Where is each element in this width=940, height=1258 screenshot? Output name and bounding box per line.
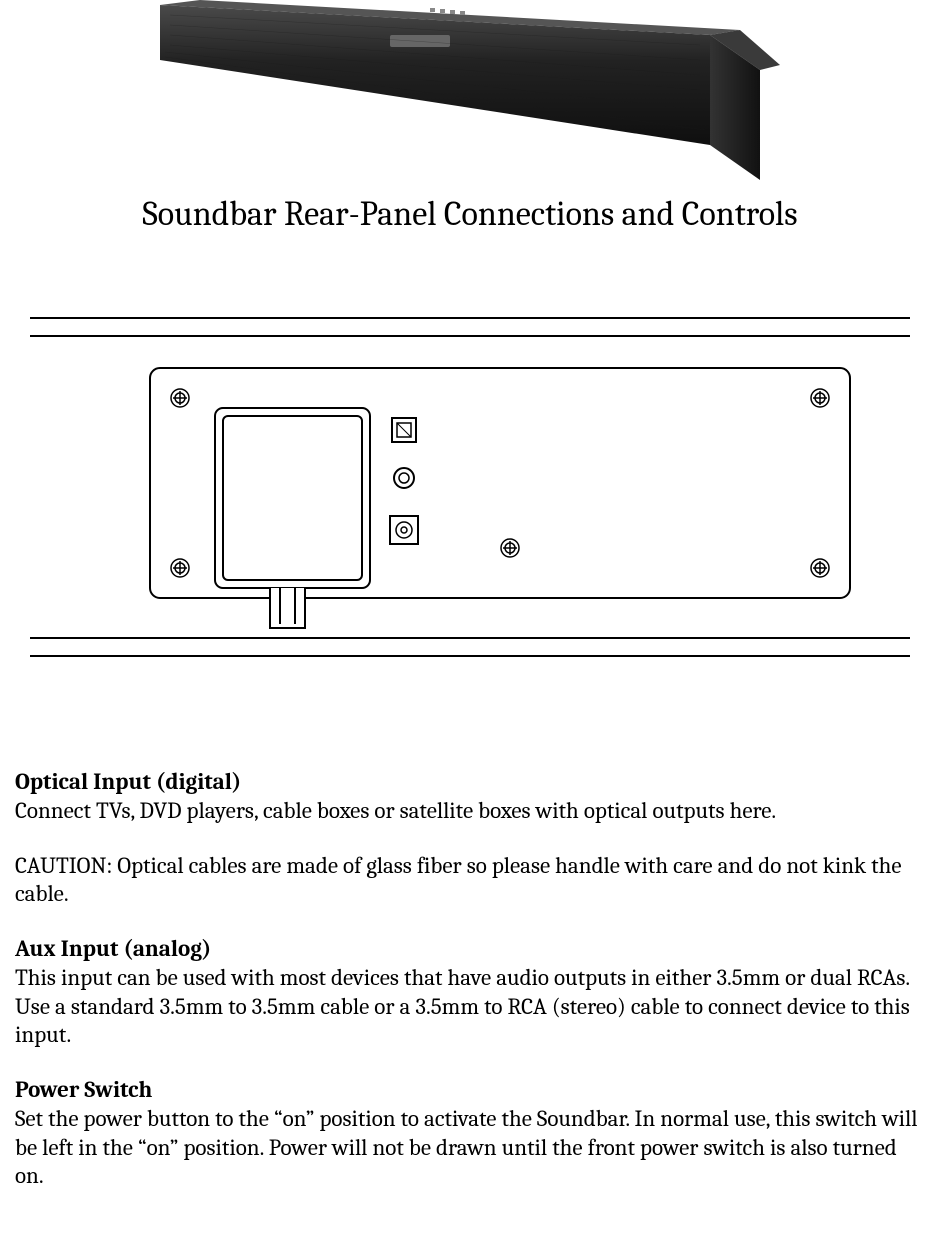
soundbar-product-image bbox=[150, 0, 790, 190]
power-switch-body: Set the power button to the “on” positio… bbox=[15, 1105, 925, 1191]
optical-input-heading: Optical Input (digital) bbox=[15, 768, 925, 797]
optical-input-body: Connect TVs, DVD players, cable boxes or… bbox=[15, 797, 925, 826]
rear-panel-diagram bbox=[30, 248, 910, 728]
aux-input-heading: Aux Input (analog) bbox=[15, 935, 925, 964]
power-switch-heading: Power Switch bbox=[15, 1076, 925, 1105]
optical-input-caution: CAUTION: Optical cables are made of glas… bbox=[15, 852, 925, 910]
aux-input-body: This input can be used with most devices… bbox=[15, 964, 925, 1050]
section-title: Soundbar Rear-Panel Connections and Cont… bbox=[15, 194, 925, 234]
